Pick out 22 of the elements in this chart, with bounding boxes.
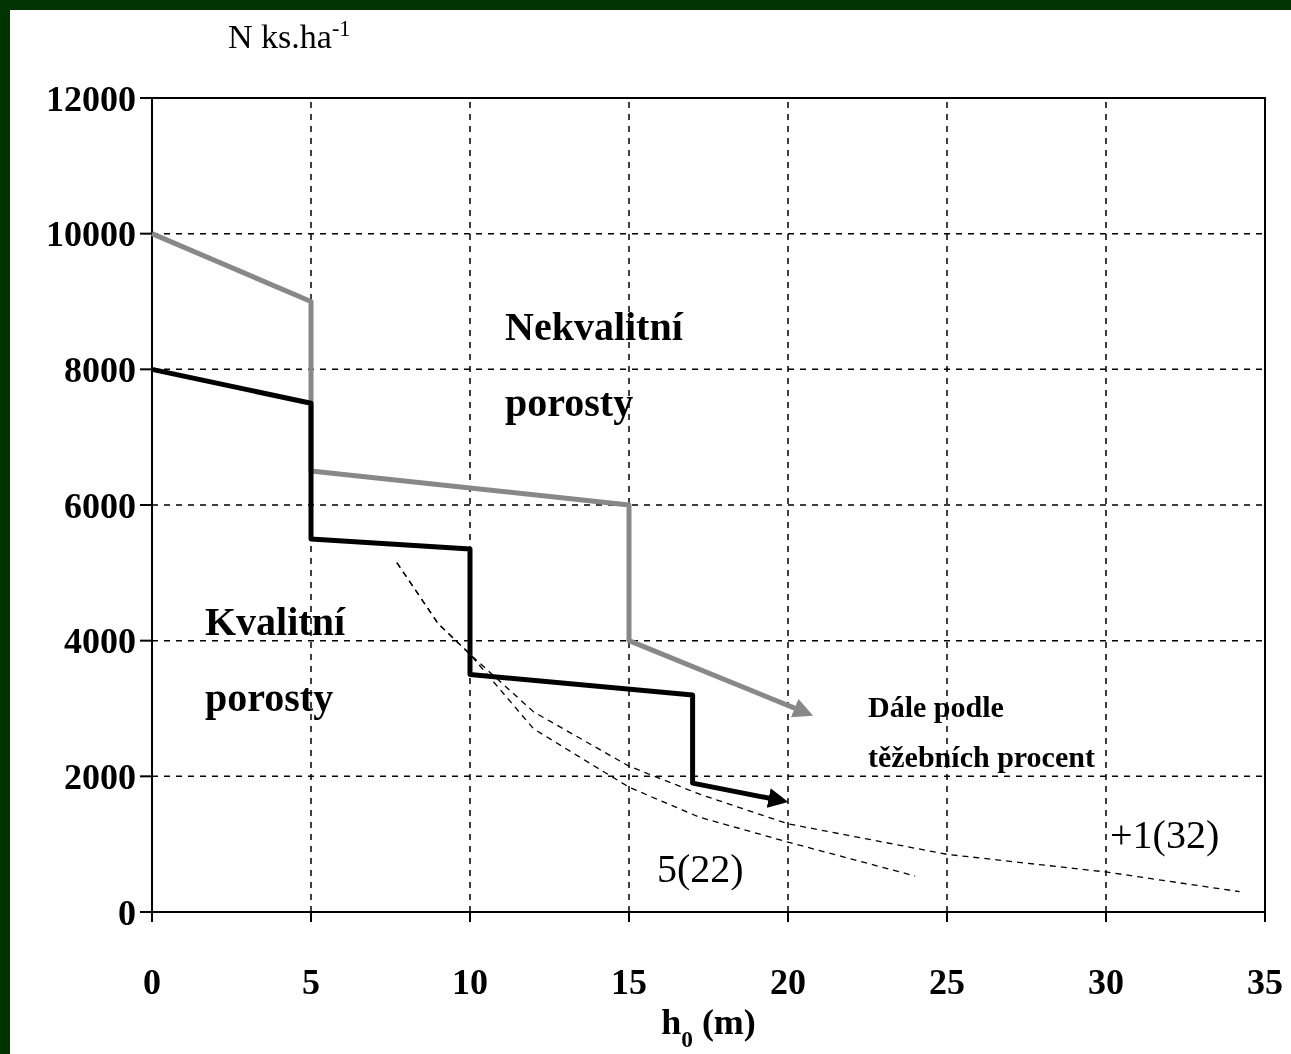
y-tick-label: 8000 bbox=[64, 349, 136, 390]
annotation: Kvalitní porosty bbox=[205, 599, 346, 720]
x-axis-title: h$_{0}$ (m) bbox=[661, 1002, 756, 1052]
annotation: +1(32) bbox=[1110, 812, 1220, 857]
y-tick-label: 12000 bbox=[46, 78, 136, 119]
annotation: Dále podle těžebních procent bbox=[868, 690, 1095, 773]
x-tick-label: 0 bbox=[143, 962, 161, 1002]
x-tick-label: 10 bbox=[452, 962, 488, 1002]
x-tick-label: 35 bbox=[1247, 962, 1283, 1002]
y-axis-title: N ks.ha$^{-1}$ bbox=[228, 15, 351, 55]
y-tick-label: 2000 bbox=[64, 756, 136, 797]
y-tick-label: 0 bbox=[118, 892, 136, 933]
y-tick-label: 10000 bbox=[46, 214, 136, 255]
x-tick-label: 30 bbox=[1088, 962, 1124, 1002]
y-tick-label: 4000 bbox=[64, 621, 136, 662]
y-tick-label: 6000 bbox=[64, 485, 136, 526]
x-tick-label: 25 bbox=[929, 962, 965, 1002]
annotation: 5(22) bbox=[657, 846, 744, 891]
annotation: Nekvalitní porosty bbox=[505, 304, 684, 425]
x-tick-label: 15 bbox=[611, 962, 647, 1002]
x-tick-label: 5 bbox=[302, 962, 320, 1002]
x-tick-label: 20 bbox=[770, 962, 806, 1002]
